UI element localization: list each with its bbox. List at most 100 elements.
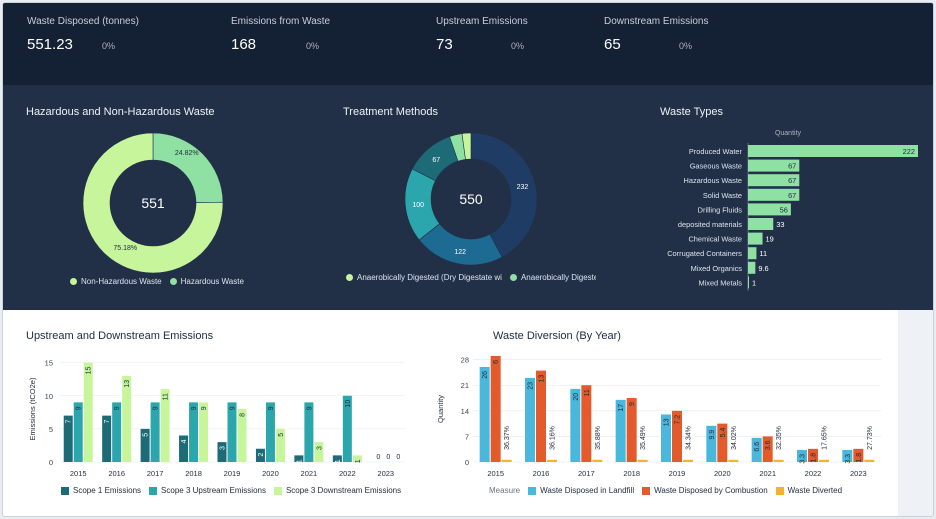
kpi-value: 551.23 xyxy=(27,36,73,53)
kpi-value: 73 xyxy=(436,36,453,53)
diversion-bar[interactable] xyxy=(626,398,637,462)
legend-item-scope1[interactable]: Scope 1 Emissions xyxy=(61,486,141,495)
data-label: 1 xyxy=(752,278,756,287)
waste-type-bar[interactable] xyxy=(748,159,800,172)
emission-bar[interactable] xyxy=(199,402,209,462)
diversion-bar[interactable] xyxy=(637,459,648,462)
data-label: 9 xyxy=(201,406,208,410)
kpi-label: Emissions from Waste xyxy=(231,16,331,27)
emission-bar[interactable] xyxy=(160,389,170,462)
legend-item-combustion[interactable]: Waste Disposed by Combustion xyxy=(642,486,768,495)
waste-type-bar[interactable] xyxy=(748,261,756,274)
hazardous-donut-chart[interactable]: 24.82% 75.18% 551 xyxy=(63,129,243,277)
data-label: 7 xyxy=(66,420,73,424)
emission-bar[interactable] xyxy=(150,402,160,462)
emission-bar[interactable] xyxy=(342,395,352,462)
diversion-bar[interactable] xyxy=(808,448,818,462)
data-label: 32.35% xyxy=(776,426,783,450)
emission-bar[interactable] xyxy=(255,448,265,462)
kpi-change: 0% xyxy=(102,41,116,51)
diversion-bar[interactable] xyxy=(490,356,501,462)
waste-type-bar[interactable] xyxy=(748,276,749,289)
legend-label: Waste Disposed by Combustion xyxy=(654,486,768,495)
diversion-bar[interactable] xyxy=(479,366,490,462)
diversion-bar-chart[interactable]: 0 7 14 21 28 Quantity 26 6 36.37% 2015 23 13 36.16% 2… xyxy=(433,346,888,482)
data-label: 33 xyxy=(776,220,784,229)
legend-item-dry-digestate[interactable]: Anaerobically Digested (Dry Digestate wi xyxy=(346,273,502,282)
diversion-bar[interactable] xyxy=(615,399,626,462)
diversion-bar[interactable] xyxy=(592,459,603,462)
legend-item-hazardous[interactable]: Hazardous Waste xyxy=(169,277,244,286)
legend-item-landfill[interactable]: Waste Disposed in Landfill xyxy=(528,486,634,495)
category-label: Mixed Organics xyxy=(691,264,743,273)
emission-bar[interactable] xyxy=(352,455,362,462)
kpi-change: 0% xyxy=(306,41,320,51)
treatment-legend: Anaerobically Digested (Dry Digestate wi… xyxy=(346,273,596,282)
emission-bar[interactable] xyxy=(332,455,342,462)
emission-bar[interactable] xyxy=(179,435,189,463)
legend-item-scope3-downstream[interactable]: Scope 3 Downstream Emissions xyxy=(273,486,401,495)
emission-bar[interactable] xyxy=(83,362,93,462)
diversion-bar[interactable] xyxy=(797,449,807,462)
legend-item-wet-digestate[interactable]: Anaerobically Digested (W xyxy=(509,273,596,282)
emission-bar[interactable] xyxy=(237,409,247,462)
diversion-bar[interactable] xyxy=(751,437,762,462)
emission-bar[interactable] xyxy=(294,455,304,462)
emission-bar[interactable] xyxy=(112,402,122,462)
right-margin xyxy=(898,310,933,516)
kpi-value: 168 xyxy=(231,36,257,53)
diversion-bar[interactable] xyxy=(661,414,671,462)
kpi-label: Downstream Emissions xyxy=(604,16,709,27)
legend-item-scope3-upstream[interactable]: Scope 3 Upstream Emissions xyxy=(149,486,266,495)
diversion-bar[interactable] xyxy=(501,459,512,462)
emission-bar[interactable] xyxy=(304,402,314,462)
diversion-bar[interactable] xyxy=(773,459,784,462)
x-tick-label: 2021 xyxy=(759,469,776,478)
diversion-bar[interactable] xyxy=(672,410,682,462)
diversion-bar[interactable] xyxy=(547,459,557,462)
legend-label: Non-Hazardous Waste xyxy=(81,277,162,286)
diversion-bar[interactable] xyxy=(842,449,853,462)
category-label: Hazardous Waste xyxy=(684,176,742,185)
treatment-donut-chart[interactable]: 232 122 100 67 550 xyxy=(393,129,553,269)
emission-bar[interactable] xyxy=(217,442,227,462)
diversion-bar[interactable] xyxy=(717,423,728,462)
diversion-bar[interactable] xyxy=(570,388,581,462)
emission-bar[interactable] xyxy=(73,402,83,462)
y-tick-label: 0 xyxy=(465,458,469,467)
legend-item-diverted[interactable]: Waste Diverted xyxy=(775,486,842,495)
diversion-bar[interactable] xyxy=(706,425,717,462)
emission-bar[interactable] xyxy=(189,402,199,462)
waste-type-bar[interactable] xyxy=(748,203,791,216)
waste-type-bar[interactable] xyxy=(748,218,774,230)
waste-type-bar[interactable] xyxy=(748,247,757,260)
emission-bar[interactable] xyxy=(122,375,132,462)
diversion-bar[interactable] xyxy=(536,370,546,462)
diversion-bar[interactable] xyxy=(728,459,739,462)
diversion-bar[interactable] xyxy=(819,459,829,462)
emission-bar[interactable] xyxy=(140,428,150,462)
diversion-bar[interactable] xyxy=(581,385,592,462)
waste-type-bar[interactable] xyxy=(748,188,800,201)
x-tick-label: 2018 xyxy=(623,469,640,478)
waste-type-bar[interactable] xyxy=(748,174,800,187)
diversion-bar[interactable] xyxy=(864,459,875,462)
emission-bar[interactable] xyxy=(102,415,112,462)
waste-type-bar[interactable] xyxy=(748,232,763,245)
x-tick-label: 2021 xyxy=(301,469,318,478)
emission-bar[interactable] xyxy=(275,428,285,462)
diversion-bar[interactable] xyxy=(525,377,535,462)
waste-types-bar-chart[interactable]: Quantity Produced Water 222 Gaseous Waste 67… xyxy=(643,123,928,295)
diversion-bar[interactable] xyxy=(853,448,864,462)
legend-item-non-hazardous[interactable]: Non-Hazardous Waste xyxy=(70,277,162,286)
emission-bar[interactable] xyxy=(314,442,324,462)
donut-hole xyxy=(110,160,196,246)
y-tick-label: 14 xyxy=(461,407,469,416)
waste-type-bar[interactable] xyxy=(748,145,918,157)
emission-bar[interactable] xyxy=(63,415,73,462)
diversion-bar[interactable] xyxy=(762,436,773,462)
diversion-bar[interactable] xyxy=(683,459,693,462)
emission-bar[interactable] xyxy=(265,402,275,462)
emission-bar[interactable] xyxy=(227,402,237,462)
